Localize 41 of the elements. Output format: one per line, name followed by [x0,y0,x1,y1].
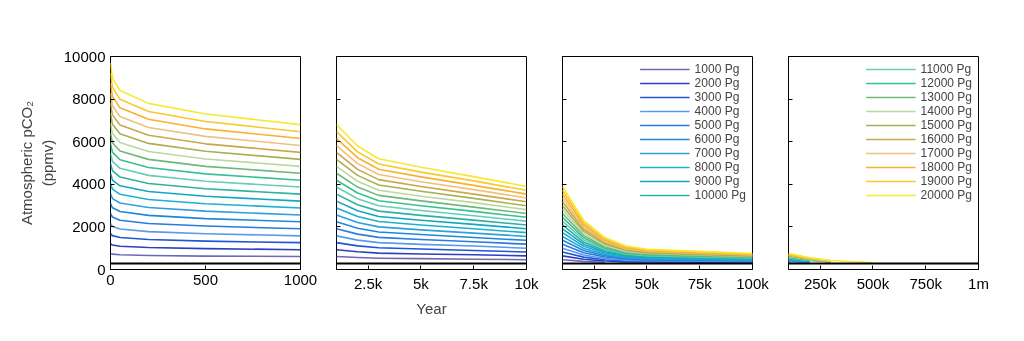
y-tick-label: 10000 [63,47,106,65]
legend-label: 15000 Pg [920,118,972,132]
legend-label: 3000 Pg [694,90,740,104]
legend-label: 11000 Pg [920,62,972,76]
y-tick-label: 6000 [72,132,106,150]
legend-label: 1000 Pg [694,62,740,76]
legend-label: 13000 Pg [920,90,972,104]
legend-label: 16000 Pg [920,132,972,146]
y-axis-title: Atmospheric pCO₂ (ppmv) [18,100,56,226]
x-tick-label: 500 [192,270,219,288]
legend-label: 9000 Pg [694,174,740,188]
legend-label: 5000 Pg [694,118,740,132]
legend-label: 8000 Pg [694,160,740,174]
x-axis-title: Year [416,299,447,317]
x-tick-label: 250k [803,274,837,292]
x-tick-label: 1m [968,274,989,292]
y-tick-label: 8000 [72,90,106,108]
x-tick-label: 1000 [283,270,318,288]
x-tick-label: 10k [514,274,540,292]
legend-label: 2000 Pg [694,76,740,90]
x-tick-label: 7.5k [459,274,489,292]
x-tick-label: 25k [582,274,607,292]
legend-label: 12000 Pg [920,76,972,90]
legend-label: 10000 Pg [694,188,746,202]
legend-label: 4000 Pg [694,104,740,118]
x-tick-label: 100k [736,274,770,292]
x-tick-label: 50k [634,274,660,292]
y-tick-label: 4000 [72,175,106,193]
legend-label: 7000 Pg [694,146,740,160]
x-tick-label: 75k [687,274,713,292]
legend-label: 17000 Pg [920,146,972,160]
x-tick-label: 2.5k [353,274,383,292]
y-tick-label: 2000 [72,217,106,235]
legend-label: 6000 Pg [694,132,740,146]
legend-label: 19000 Pg [920,174,972,188]
legend-label: 14000 Pg [920,104,972,118]
legend-label: 18000 Pg [920,160,972,174]
legend-label: 20000 Pg [920,188,972,202]
x-tick-label: 5k [413,274,430,292]
x-tick-label: 750k [909,274,943,292]
x-tick-label: 500k [856,274,890,292]
